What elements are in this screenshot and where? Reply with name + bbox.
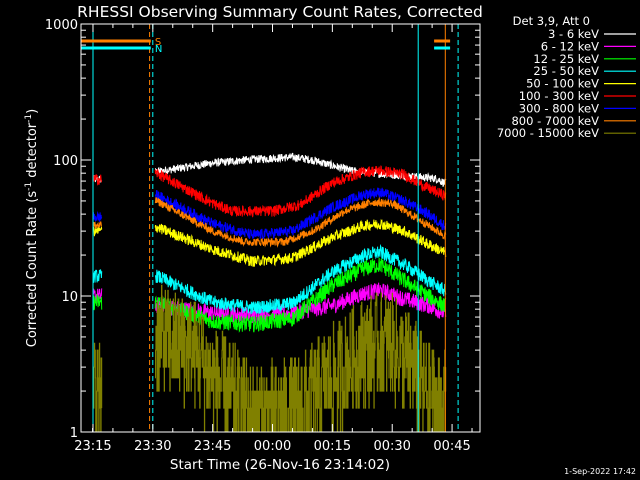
x-tick-label-6: 00:30 — [373, 439, 410, 454]
legend-label-4: 25 - 50 keV — [533, 64, 599, 78]
x-axis-label: Start Time (26-Nov-16 23:14:02) — [170, 457, 390, 473]
series-trace-3-part-1 — [92, 293, 103, 311]
series-trace-7-part-2 — [154, 187, 447, 240]
y-axis-label-sup1: -1 — [24, 182, 34, 191]
x-tick-label-3: 23:45 — [194, 439, 231, 454]
flag-label-s: S — [155, 37, 161, 48]
legend-label-8: 800 - 7000 keV — [511, 114, 599, 128]
series-trace-3-part-2 — [154, 257, 447, 333]
y-tick-label-4: 1000 — [45, 18, 78, 33]
axis-layer: 23:15 23:30 23:45 00:00 00:15 00:30 00:45 1 10 10… — [45, 18, 480, 454]
data-layer: SN — [81, 24, 459, 433]
x-tick-label-2: 23:30 — [134, 439, 171, 454]
x-tick-label-5: 00:15 — [314, 439, 351, 454]
legend-label-7: 300 - 800 keV — [519, 101, 599, 115]
legend-header: Det 3,9, Att 0 — [513, 14, 590, 28]
x-tick-label-1: 23:15 — [74, 439, 111, 454]
y-axis-label-mid: detector — [25, 122, 40, 182]
x-tick-label-7: 00:45 — [433, 439, 470, 454]
series-trace-8-part-1 — [92, 221, 102, 229]
y-axis-label-main: Corrected Count Rate (s — [25, 191, 40, 348]
series-trace-2-part-1 — [92, 288, 103, 304]
series-trace-9-part-2 — [155, 284, 447, 433]
footer-date: 1-Sep-2022 17:42 — [564, 467, 636, 476]
y-axis-label-sup2: -1 — [24, 114, 34, 123]
series-trace-5-part-1 — [92, 225, 103, 237]
y-tick-label-3: 100 — [53, 154, 78, 169]
y-axis-label-end: ) — [25, 109, 40, 114]
series-trace-8-part-2 — [154, 196, 447, 248]
flag-label-n: N — [155, 44, 162, 55]
legend-label-3: 12 - 25 keV — [533, 52, 599, 66]
series-trace-4-part-1 — [92, 269, 103, 283]
chart-title: RHESSI Observing Summary Count Rates, Co… — [77, 3, 483, 21]
y-axis-label: Corrected Count Rate (s-1 detector-1) — [24, 109, 40, 347]
series-trace-9-part-1 — [93, 342, 103, 433]
series-trace-7-part-1 — [92, 210, 103, 222]
legend-label-6: 100 - 300 keV — [519, 89, 599, 103]
series-trace-6-part-1 — [93, 174, 102, 186]
y-tick-label-2: 10 — [61, 290, 78, 305]
series-trace-2-part-2 — [154, 282, 447, 324]
plot-frame — [80, 23, 481, 433]
legend-label-2: 6 - 12 keV — [541, 39, 599, 53]
legend-label-5: 50 - 100 keV — [526, 77, 599, 91]
series-trace-5-part-2 — [154, 218, 447, 267]
y-tick-label-1: 1 — [70, 426, 78, 441]
x-tick-label-4: 00:00 — [254, 439, 291, 454]
series-trace-4-part-2 — [155, 243, 447, 315]
legend-label-1: 3 - 6 keV — [548, 27, 599, 41]
series-trace-6-part-2 — [154, 165, 447, 218]
legend-label-9: 7000 - 15000 keV — [497, 126, 599, 140]
